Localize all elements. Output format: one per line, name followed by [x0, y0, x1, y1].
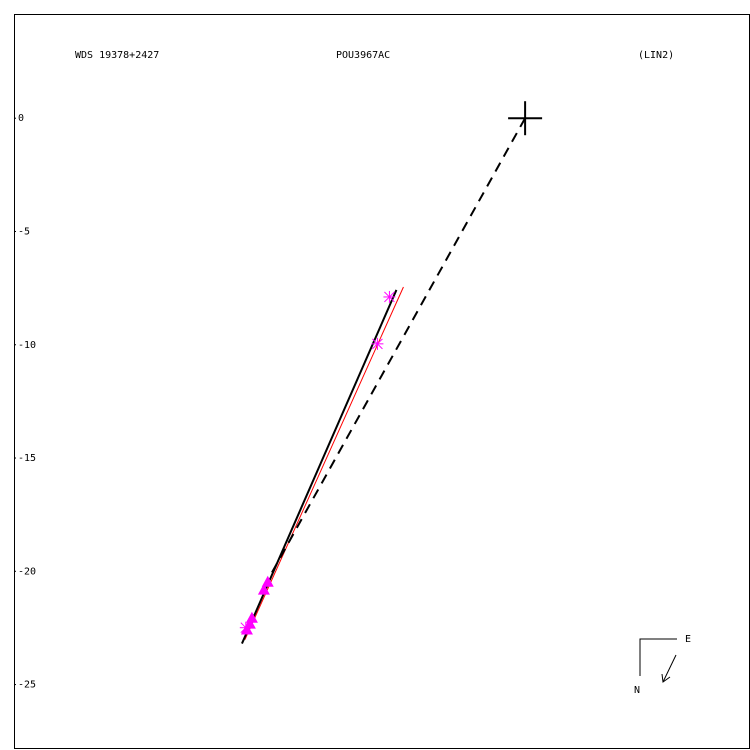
y-tick-label: -10	[18, 340, 36, 351]
compass-arrow	[662, 654, 677, 683]
compass-north: N	[634, 685, 640, 696]
asterisk-point	[371, 337, 384, 350]
y-tick-label: 0	[18, 113, 24, 124]
y-tick-label: -15	[18, 453, 36, 464]
y-tick-label: -5	[18, 226, 30, 237]
primary-star	[508, 101, 543, 136]
asterisk-point	[383, 290, 396, 303]
y-tick-label: -25	[18, 680, 36, 691]
triangle-point	[261, 575, 274, 587]
chart-subtitle: POU3967AC	[336, 50, 390, 61]
compass-arrowhead	[661, 673, 671, 683]
compass-east: E	[685, 634, 691, 645]
asterisk-stroke	[384, 291, 395, 303]
frame	[14, 14, 750, 749]
compass	[639, 638, 677, 683]
triangle-point	[257, 583, 270, 595]
asterisk-point	[239, 621, 252, 634]
chart-title: WDS 19378+2427	[75, 50, 159, 61]
asterisk-stroke	[240, 622, 252, 634]
compass-axes	[639, 638, 677, 676]
annotation: (LIN2)	[638, 50, 674, 61]
y-tick-label: -20	[18, 566, 36, 577]
dashed-line	[264, 117, 526, 586]
fit-line	[244, 286, 404, 640]
asterisk-stroke	[372, 338, 383, 350]
